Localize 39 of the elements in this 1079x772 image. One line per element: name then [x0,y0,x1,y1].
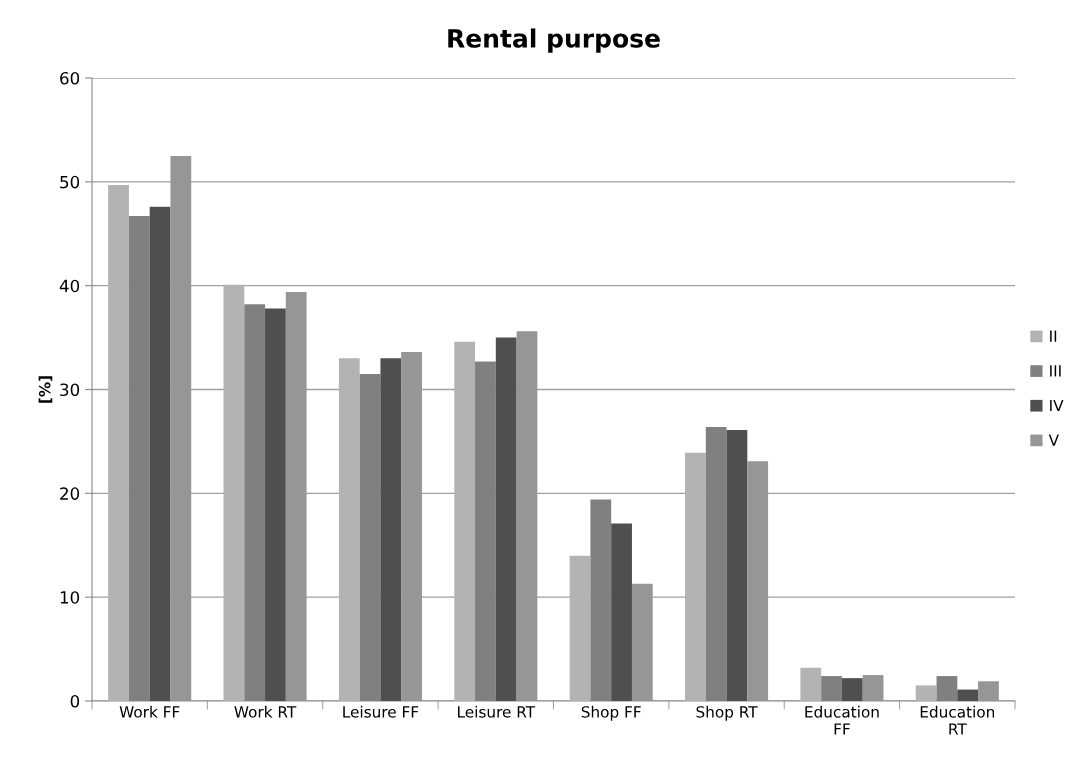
legend-label: V [1048,434,1059,446]
x-tick-label: Shop FF [581,705,641,721]
bar [149,206,171,701]
bar [454,341,476,701]
bar [338,358,360,701]
y-tick-label: 10 [60,591,80,604]
legend-label: III [1050,365,1061,377]
bar [915,685,937,701]
x-tick-label: Leisure RT [458,705,536,718]
y-tick-label: 40 [59,279,80,293]
legend-label: IV [1050,399,1064,412]
bar [841,678,863,701]
bar [685,452,706,701]
bar [569,555,591,701]
y-tick-label: 60 [60,71,80,85]
y-tick-label: 30 [60,383,80,397]
x-tick-label: Leisure FF [343,705,419,718]
x-tick-label: Education FF [805,705,879,735]
bar [978,681,999,701]
bar [957,689,979,701]
x-tick-label: Education RT [920,705,995,735]
x-tick-label: Work RT [234,705,297,718]
bar [380,358,402,701]
x-tick-label: Work FF [119,705,180,718]
x-tick-label: Shop RT [696,705,758,721]
chart-title: Rental purpose [448,28,660,53]
bar [265,308,286,701]
bar [800,667,822,701]
bar [223,284,245,701]
bar [108,184,129,701]
bar [726,429,748,701]
legend-label: II [1050,330,1057,342]
y-tick-label: 20 [60,487,80,500]
bar [862,675,884,701]
y-tick-label: 0 [70,694,80,708]
y-axis-title: [%] [38,376,53,403]
y-tick-label: 50 [60,175,80,189]
bar [611,523,632,701]
bar [495,337,517,701]
